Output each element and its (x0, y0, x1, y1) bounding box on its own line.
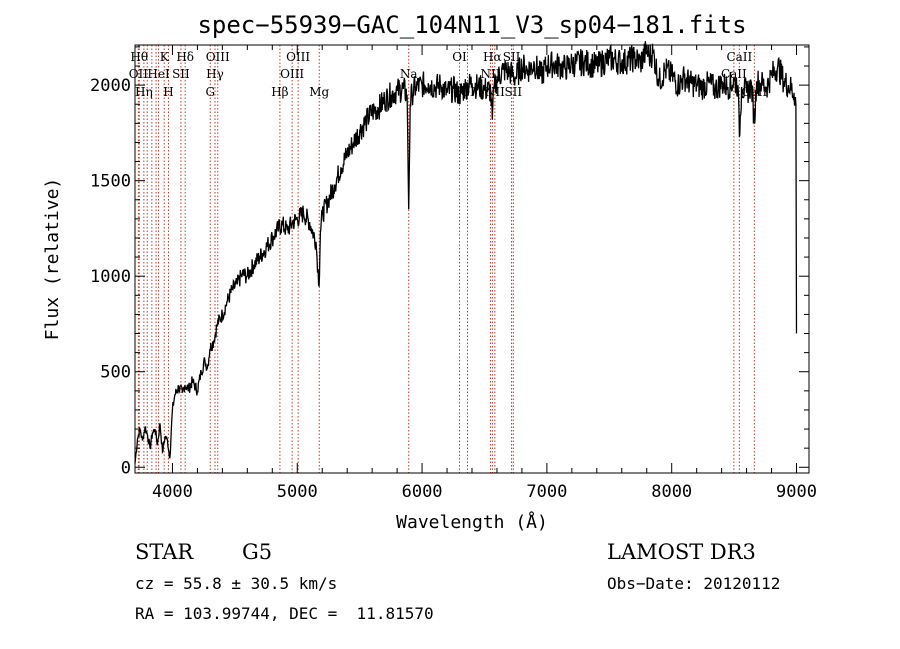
x-tick-label: 9000 (776, 482, 817, 502)
x-tick-label: 7000 (526, 482, 567, 502)
flux-series-line (134, 41, 798, 464)
spectral-line-label: Hθ (130, 50, 148, 64)
y-axis-ticks: 0 500 1000 1500 2000 (90, 46, 809, 478)
spectral-line-label: K (160, 50, 170, 64)
spectral-line-label: G (205, 85, 215, 99)
spectral-line-label: SII (172, 67, 190, 81)
spectral-line-markers (137, 45, 755, 473)
x-tick-label: 4000 (152, 482, 193, 502)
x-tick-label: 8000 (651, 482, 692, 502)
ra-dec-coordinates: RA = 103.99744, DEC = 11.81570 (135, 604, 434, 623)
redshift-velocity: cz = 55.8 ± 30.5 km/s (135, 574, 337, 593)
y-tick-label: 1500 (90, 172, 131, 192)
y-tick-label: 500 (100, 363, 131, 383)
spectral-line-label: OIII (280, 67, 304, 81)
object-subclass: G5 (242, 540, 272, 564)
x-tick-label: 5000 (277, 482, 318, 502)
spectral-line-label: Hβ (271, 85, 288, 99)
spectral-line-label: CaII (721, 67, 747, 81)
spectral-line-label: Hδ (176, 50, 194, 64)
x-tick-label: 6000 (402, 482, 443, 502)
spectral-line-label: HeI (147, 67, 170, 81)
spectral-line-label: Na (400, 67, 418, 81)
spectral-line-label: CaII (726, 50, 752, 64)
observation-date: Obs−Date: 20120112 (607, 574, 780, 593)
y-tick-label: 1000 (90, 267, 131, 287)
spectral-line-label: OIII (286, 50, 310, 64)
chart-title: spec−55939−GAC_104N11_V3_sp04−181.fits (197, 11, 746, 39)
spectral-line-label: Hα (483, 50, 502, 64)
spectral-line-label: OI (452, 50, 467, 64)
y-tick-label: 2000 (90, 76, 131, 96)
x-axis-ticks: 4000 5000 6000 7000 8000 9000 (152, 45, 817, 502)
spectral-line-label: Mg (309, 85, 329, 99)
spectral-line-label: Hη (135, 85, 153, 99)
object-class: STAR (135, 540, 194, 564)
survey-name: LAMOST DR3 (607, 540, 756, 564)
spectral-line-label: H (163, 85, 173, 99)
plot-frame (134, 44, 810, 474)
spectral-line-label: SII (504, 85, 522, 99)
y-axis-label: Flux (relative) (42, 178, 63, 341)
spectral-line-label: Hγ (206, 67, 224, 81)
x-axis-label: Wavelength (Å) (396, 511, 548, 533)
spectral-line-label: OII (129, 67, 149, 81)
spectral-line-label: OIII (206, 50, 230, 64)
y-tick-label: 0 (121, 458, 131, 478)
spectral-line-label: SII (503, 50, 521, 64)
